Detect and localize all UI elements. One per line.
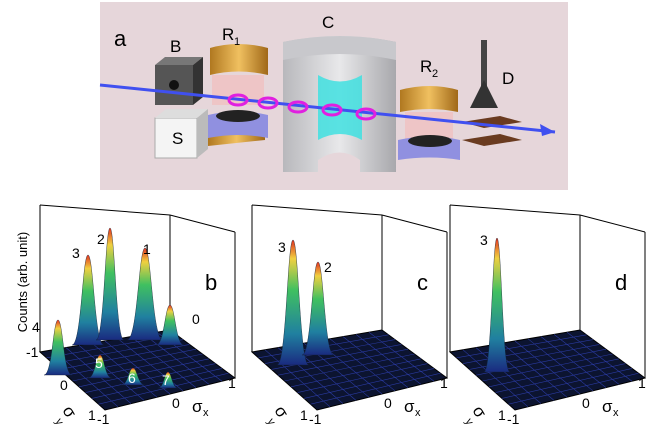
source-s xyxy=(154,117,198,159)
mesh xyxy=(78,358,210,388)
mesh xyxy=(540,336,607,388)
surface-peak xyxy=(87,354,113,379)
y-tick-label: 0 xyxy=(60,377,68,393)
mesh xyxy=(130,336,197,388)
peak-label: 3 xyxy=(72,245,80,261)
peak-label: 2 xyxy=(97,231,105,247)
x-tick-label: -1 xyxy=(507,411,520,427)
mesh xyxy=(143,334,210,385)
schematic xyxy=(99,2,568,190)
mesh xyxy=(297,363,428,393)
mesh xyxy=(368,331,435,382)
axis-line xyxy=(39,204,171,216)
x-tick-label: 0 xyxy=(384,395,392,411)
mesh xyxy=(290,358,422,388)
x-axis-label: σ xyxy=(602,397,613,416)
y-axis-subscript: y xyxy=(52,417,65,428)
axis-line xyxy=(381,214,448,233)
x-tick-label: 1 xyxy=(228,375,236,391)
component-label: R xyxy=(222,25,234,44)
peak-label: 2 xyxy=(324,259,332,275)
component-label: C xyxy=(322,13,334,32)
floor xyxy=(38,329,237,411)
peak-label: 5 xyxy=(95,355,103,371)
x-tick-label: -1 xyxy=(309,411,322,427)
mesh xyxy=(342,336,409,388)
panel-label: d xyxy=(615,270,627,295)
x-axis-subscript: x xyxy=(203,407,209,419)
mesh xyxy=(303,368,435,399)
peak-label: 1 xyxy=(143,241,151,257)
component-label: D xyxy=(502,69,514,88)
x-tick-label: -1 xyxy=(97,411,110,427)
mesh xyxy=(329,338,396,392)
surface-peak xyxy=(276,239,310,366)
mesh xyxy=(310,372,441,405)
peak-label: 3 xyxy=(278,239,286,255)
mesh xyxy=(98,372,229,405)
surface-peak xyxy=(301,261,335,356)
mesh xyxy=(566,331,633,382)
y-tick-label: 1 xyxy=(300,407,308,423)
mesh xyxy=(85,363,216,393)
y-axis-subscript: y xyxy=(264,417,277,428)
surface-peak xyxy=(71,254,105,346)
x-axis-label: σ xyxy=(192,397,203,416)
panel-label: c xyxy=(417,270,428,295)
x-axis-label: σ xyxy=(404,397,415,416)
x-tick-label: 1 xyxy=(440,375,448,391)
peak-label: 0 xyxy=(192,311,200,327)
mesh xyxy=(495,363,626,393)
axis-line xyxy=(579,214,646,233)
surface-peak xyxy=(483,237,511,373)
axis-line xyxy=(251,204,383,216)
axis-line xyxy=(449,204,581,216)
mesh xyxy=(553,334,620,385)
surface-peak xyxy=(155,304,185,346)
surface-peak xyxy=(95,227,125,341)
mesh xyxy=(527,338,594,392)
mesh xyxy=(91,368,223,399)
panel-label: b xyxy=(205,270,217,295)
component-label: S xyxy=(172,129,183,148)
mesh xyxy=(355,334,422,385)
axis-line xyxy=(169,214,236,233)
peak-label: 7 xyxy=(162,372,170,388)
panel-label: a xyxy=(114,26,127,51)
surface-peak xyxy=(126,247,164,341)
surface-peak xyxy=(43,319,73,376)
mesh xyxy=(508,372,639,405)
y-tick-label: -1 xyxy=(26,344,39,360)
x-tick-label: 0 xyxy=(172,395,180,411)
x-axis-subscript: x xyxy=(415,407,421,419)
x-axis-subscript: x xyxy=(613,407,619,419)
mesh xyxy=(104,340,171,395)
peak-label: 3 xyxy=(480,232,488,248)
y-axis-subscript: y xyxy=(462,417,475,428)
y-tick-label: 1 xyxy=(498,407,506,423)
mesh xyxy=(488,358,620,388)
surface-peak xyxy=(157,371,179,389)
peak-label: 6 xyxy=(128,370,136,386)
component-subscript: 1 xyxy=(234,36,240,48)
y-tick-label: 1 xyxy=(88,407,96,423)
peak-label: 4 xyxy=(32,319,40,335)
x-tick-label: 0 xyxy=(582,395,590,411)
z-axis-label: Counts (arb. unit) xyxy=(15,232,30,332)
component-subscript: 2 xyxy=(432,68,438,80)
surface-peak xyxy=(120,367,146,386)
component-label: B xyxy=(170,37,181,56)
x-tick-label: 1 xyxy=(638,375,646,391)
mesh xyxy=(501,368,633,399)
mesh xyxy=(514,340,581,395)
component-label: R xyxy=(420,57,432,76)
